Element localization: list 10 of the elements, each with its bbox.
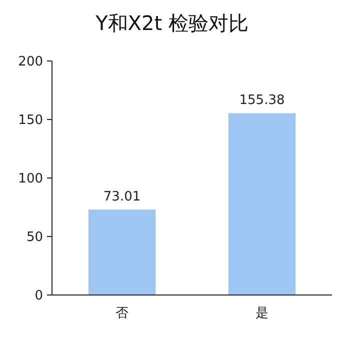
y-tick-label: 150 xyxy=(18,113,43,128)
y-tick-label: 50 xyxy=(26,230,43,245)
x-tick-label: 否 xyxy=(116,306,128,321)
y-tick-label: 0 xyxy=(34,288,43,304)
chart-title: Y和X2t 检验对比 xyxy=(94,11,248,35)
data-label: 73.01 xyxy=(103,190,141,205)
y-tick-label: 200 xyxy=(18,54,43,70)
data-label: 155.38 xyxy=(239,93,285,108)
y-tick-label: 100 xyxy=(18,172,43,186)
x-tick-label: 是 xyxy=(256,306,268,321)
